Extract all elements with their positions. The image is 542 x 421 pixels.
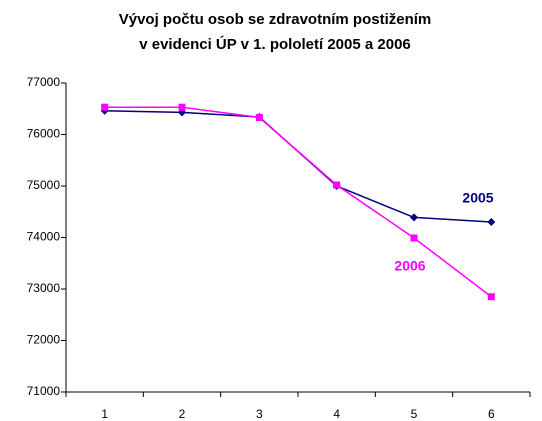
- y-tick-label: 73000: [27, 281, 61, 295]
- marker: [333, 181, 341, 189]
- x-tick-label: 5: [411, 407, 418, 421]
- y-tick-label: 76000: [27, 127, 61, 141]
- y-tick-label: 72000: [27, 333, 61, 347]
- x-tick-label: 3: [256, 407, 263, 421]
- series-label: 2006: [394, 258, 425, 274]
- y-tick-label: 71000: [27, 384, 61, 398]
- x-tick-label: 4: [333, 407, 340, 421]
- marker: [410, 213, 418, 222]
- marker: [487, 218, 496, 227]
- y-tick-label: 74000: [27, 230, 61, 244]
- chart-title: v evidenci ÚP v 1. pololetí 2005 a 2006: [139, 35, 411, 53]
- x-tick-label: 1: [101, 407, 108, 421]
- x-tick-label: 2: [179, 407, 186, 421]
- y-tick-label: 77000: [27, 75, 61, 89]
- marker: [101, 103, 109, 111]
- marker: [255, 114, 263, 122]
- marker: [410, 234, 418, 242]
- marker: [178, 103, 186, 111]
- x-tick-label: 6: [488, 407, 495, 421]
- series-line: [104, 106, 492, 298]
- series-label: 2005: [462, 190, 493, 206]
- y-tick-label: 75000: [27, 178, 61, 192]
- chart-title: Vývoj počtu osob se zdravotním postižení…: [119, 11, 432, 28]
- marker: [487, 293, 495, 301]
